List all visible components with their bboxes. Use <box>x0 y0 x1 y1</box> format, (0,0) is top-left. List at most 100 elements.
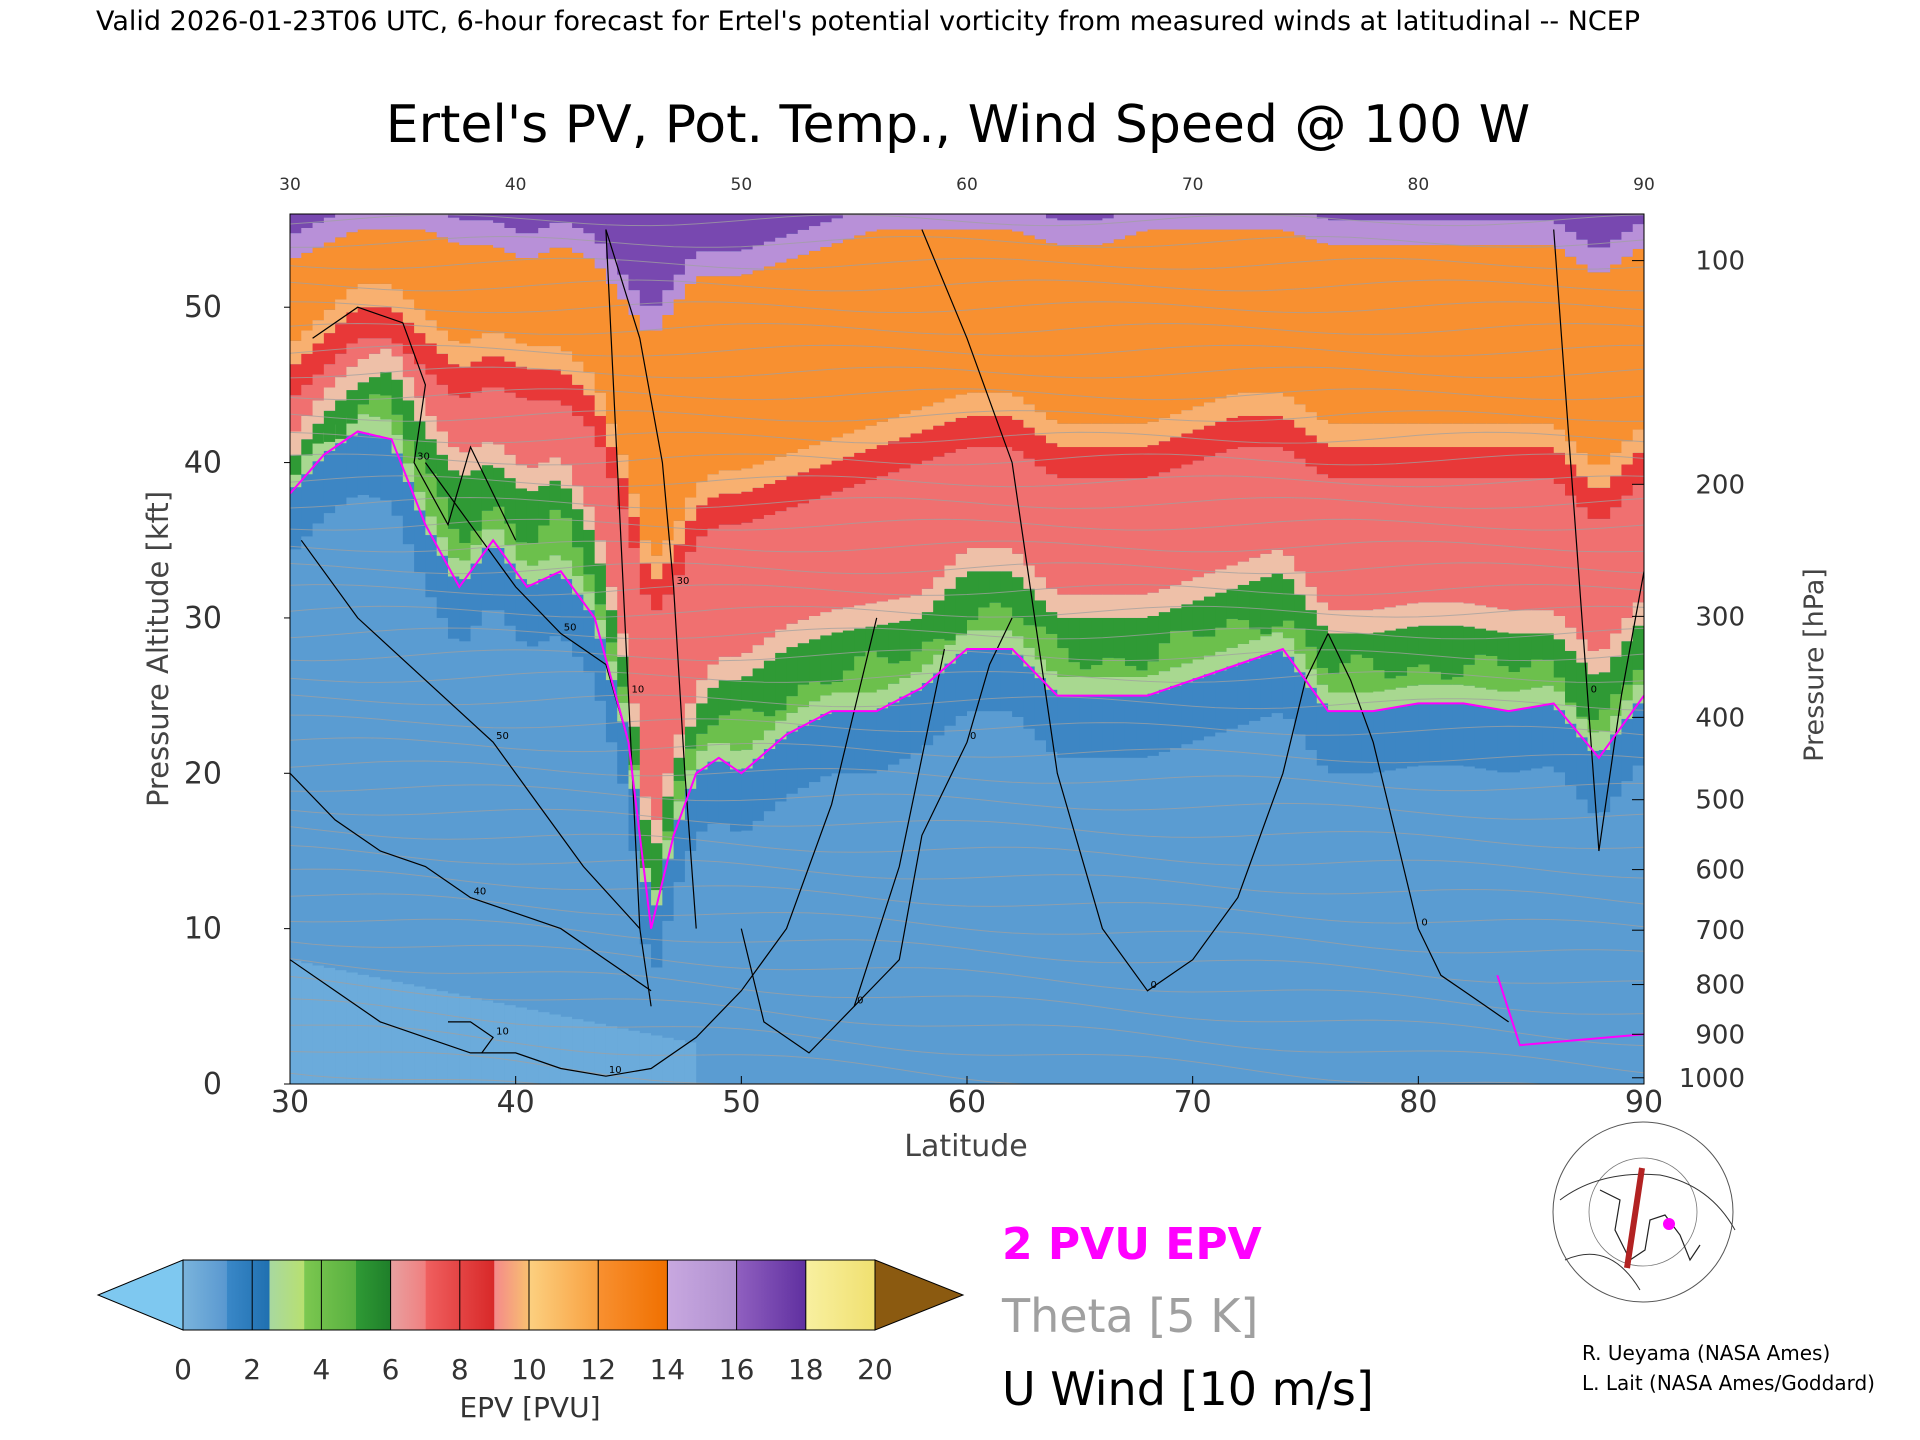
pv-field-cell <box>921 745 934 1084</box>
pv-field-cell <box>718 761 731 824</box>
colorbar-tick-label: 8 <box>451 1353 469 1386</box>
pv-field-cell <box>662 563 675 595</box>
pv-field-cell <box>1148 152 1160 205</box>
pv-field-cell <box>1057 245 1070 424</box>
pv-field-cell <box>1610 264 1623 453</box>
pv-field-cell <box>515 366 528 398</box>
pv-field-cell <box>696 505 709 537</box>
pv-field-cell <box>639 863 652 883</box>
pv-field-cell <box>921 612 934 642</box>
pv-field-cell <box>470 544 483 564</box>
pv-field-cell <box>1328 245 1340 424</box>
pv-field-cell <box>1023 728 1036 1084</box>
pv-field-cell <box>1542 245 1555 424</box>
pv-field-cell <box>639 594 652 797</box>
pv-field-cell <box>1012 396 1025 420</box>
pv-field-cell <box>1531 687 1544 707</box>
pv-field-cell <box>1045 671 1058 690</box>
pv-field-cell <box>1260 415 1273 448</box>
pv-field-cell <box>955 635 968 654</box>
pv-field-cell <box>854 711 867 774</box>
pv-field-cell <box>1384 708 1397 771</box>
pv-field-cell <box>1282 718 1295 1084</box>
pv-field-cell <box>1486 245 1498 424</box>
pv-field-cell <box>447 340 460 365</box>
pv-field-cell <box>1170 630 1182 668</box>
pv-field-cell <box>1508 447 1521 479</box>
pv-field-cell <box>1531 706 1544 769</box>
pv-field-cell <box>436 214 449 238</box>
pv-field-cell <box>1316 667 1329 685</box>
pv-field-cell <box>1463 478 1476 604</box>
pv-field-cell <box>1474 220 1487 246</box>
map-coastline <box>1559 1173 1736 1291</box>
pv-field-cell <box>707 742 720 762</box>
pv-field-cell <box>1395 675 1408 688</box>
pv-field-cell <box>628 726 641 765</box>
pv-field-cell <box>978 214 991 230</box>
pv-field-cell <box>662 840 675 859</box>
pv-field-cell <box>1508 245 1521 424</box>
pv-field-cell <box>1170 437 1182 469</box>
pv-field-cell <box>346 416 359 436</box>
pv-field-cell <box>1181 214 1194 230</box>
pv-field-cell <box>967 229 979 393</box>
pv-field-cell <box>1136 695 1149 758</box>
pv-field-cell <box>696 831 709 1084</box>
theta-contour-line <box>290 826 1644 879</box>
pv-field-cell <box>572 594 584 657</box>
pv-field-cell <box>786 233 799 259</box>
pv-field-cell <box>504 252 517 339</box>
pv-field-cell <box>967 548 979 572</box>
pv-field-cell <box>335 400 348 439</box>
pv-field-cell <box>1395 220 1408 246</box>
pv-field-cell <box>402 984 415 1084</box>
u-wind-contour-line <box>605 229 652 1007</box>
pv-field-cell <box>493 247 505 334</box>
pv-field-cell <box>752 214 765 246</box>
pv-field-cell <box>628 770 641 789</box>
pv-field-cell <box>414 572 426 1084</box>
pv-field-cell <box>594 604 607 620</box>
pv-field-cell <box>1407 220 1419 246</box>
pv-field-cell <box>515 1007 528 1084</box>
pv-field-cell <box>470 392 483 448</box>
pv-field-cell <box>481 1000 494 1084</box>
pv-field-cell <box>639 819 652 868</box>
pv-field-cell <box>538 369 551 401</box>
pv-field-cell <box>651 886 663 906</box>
pv-field-cell <box>1079 478 1092 595</box>
pv-field-cell <box>1136 676 1149 696</box>
colorbar-label: EPV [PVU] <box>459 1391 600 1424</box>
pv-field-cell <box>673 1040 686 1084</box>
pv-field-cell <box>1124 676 1137 696</box>
pv-field-cell <box>1181 581 1194 605</box>
pv-field-cell <box>651 579 663 611</box>
pv-field-cell <box>741 768 754 831</box>
pv-field-cell <box>989 649 1002 712</box>
pv-field-cell <box>470 530 483 545</box>
pv-field-cell <box>944 452 957 566</box>
pv-field-cell <box>1519 423 1532 448</box>
pv-field-cell <box>730 750 742 770</box>
pv-field-cell <box>1181 229 1194 411</box>
pv-field-cell <box>560 374 573 406</box>
pv-field-cell <box>493 529 505 549</box>
pv-field-cell <box>944 644 957 664</box>
pv-field-cell <box>1034 600 1047 627</box>
pv-field-cell <box>1282 214 1295 232</box>
pv-field-cell <box>391 229 404 290</box>
pv-field-cell <box>1091 676 1103 696</box>
pv-field-cell <box>1553 214 1566 225</box>
pv-field-cell <box>594 392 607 416</box>
u-wind-contour-label: 0 <box>1421 918 1427 929</box>
pv-field-cell <box>605 642 618 662</box>
pv-field-cell <box>1147 661 1160 676</box>
pv-field-cell <box>1294 734 1307 1084</box>
pv-field-cell <box>684 283 697 498</box>
pv-field-cell <box>752 518 765 646</box>
pv-field-cell <box>368 377 381 395</box>
pv-field-cell <box>1474 687 1487 707</box>
pv-field-cell <box>763 515 776 638</box>
pv-field-cell <box>876 476 889 602</box>
